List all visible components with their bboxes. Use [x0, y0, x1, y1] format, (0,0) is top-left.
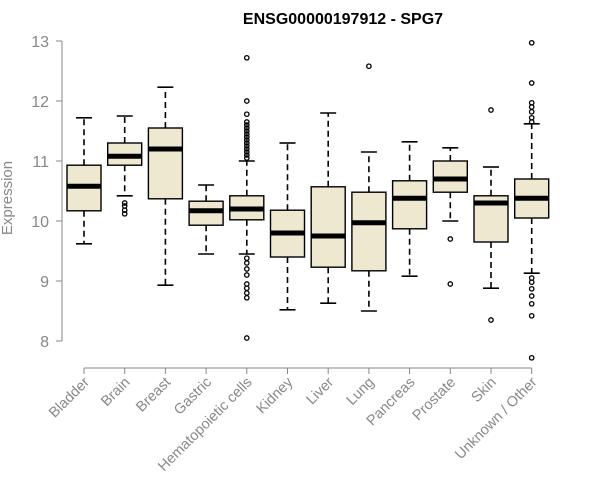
outlier-point: [243, 281, 250, 287]
outlier-point: [121, 210, 128, 217]
outlier-point: [243, 290, 250, 296]
outlier-point: [243, 272, 250, 278]
box-liver: [310, 112, 346, 305]
y-tick-label-13: 13: [31, 34, 49, 51]
outlier-point: [528, 80, 535, 86]
box-kidney: [269, 142, 306, 311]
y-tick-label-10: 10: [31, 214, 49, 231]
outlier-point: [243, 119, 250, 125]
x-tick-label-brain: Brain: [98, 375, 133, 410]
x-tick-label-bladder: Bladder: [46, 374, 93, 421]
box-lung: [351, 63, 387, 312]
iqr-box: [351, 191, 387, 272]
outlier-point: [243, 54, 250, 61]
outlier-point: [488, 317, 494, 323]
outlier-point: [528, 293, 535, 299]
outlier-point: [528, 275, 535, 281]
outlier-point: [243, 260, 250, 266]
outlier-point: [243, 125, 250, 131]
outlier-point: [243, 122, 250, 128]
outlier-point: [121, 203, 128, 209]
x-tick-label-lung: Lung: [344, 375, 378, 409]
boxes-group: [66, 39, 550, 361]
outlier-point: [528, 285, 535, 292]
y-tick-label-8: 8: [40, 334, 49, 351]
x-tick-label-breast: Breast: [133, 375, 174, 416]
outlier-point: [528, 312, 535, 319]
box-pancreas: [391, 141, 428, 278]
iqr-box: [391, 180, 428, 230]
outlier-point: [243, 149, 250, 155]
x-tick-label-liver: Liver: [303, 374, 337, 408]
outlier-point: [243, 111, 250, 118]
outlier-point: [121, 200, 128, 206]
y-tick-label-9: 9: [40, 274, 49, 291]
box-breast: [147, 86, 184, 287]
outlier-point: [528, 300, 535, 307]
outlier-point: [243, 143, 250, 149]
box-bladder: [66, 117, 102, 245]
outlier-point: [488, 107, 494, 113]
outlier-point: [243, 98, 250, 104]
y-axis-label: Expression: [0, 161, 16, 235]
outlier-point: [447, 236, 454, 242]
outlier-point: [528, 114, 535, 121]
iqr-box: [310, 186, 346, 268]
iqr-box: [147, 127, 184, 200]
box-gastric: [188, 184, 224, 255]
chart-title: ENSG00000197912 - SPG7: [243, 11, 443, 28]
outlier-point: [243, 134, 250, 140]
x-tick-label-skin: Skin: [469, 375, 500, 406]
outlier-point: [243, 146, 250, 152]
outlier-point: [528, 108, 535, 115]
outlier-point: [243, 155, 250, 161]
outlier-point: [366, 63, 372, 70]
outlier-point: [243, 140, 250, 146]
outlier-point: [528, 39, 535, 46]
box-skin: [473, 107, 509, 323]
outlier-point: [243, 266, 250, 272]
outlier-point: [528, 99, 535, 106]
outlier-point: [243, 131, 250, 137]
y-tick-label-11: 11: [32, 154, 49, 171]
box-unknown-other: [514, 39, 550, 361]
outlier-point: [243, 294, 250, 301]
outlier-point: [243, 335, 250, 341]
x-tick-label-kidney: Kidney: [254, 374, 297, 417]
outlier-point: [243, 137, 250, 143]
outlier-point: [447, 281, 454, 287]
outlier-point: [528, 354, 535, 361]
y-tick-label-12: 12: [31, 94, 49, 111]
y-axis: 8 9 10 11 12 13: [31, 34, 63, 351]
outlier-point: [243, 255, 250, 262]
x-tick-label-prostate: Prostate: [410, 375, 459, 424]
box-prostate: [432, 147, 468, 287]
outlier-point: [243, 152, 250, 158]
box-hematopoietic-cells: [229, 54, 265, 341]
outlier-point: [243, 128, 250, 134]
box-brain: [106, 115, 143, 217]
